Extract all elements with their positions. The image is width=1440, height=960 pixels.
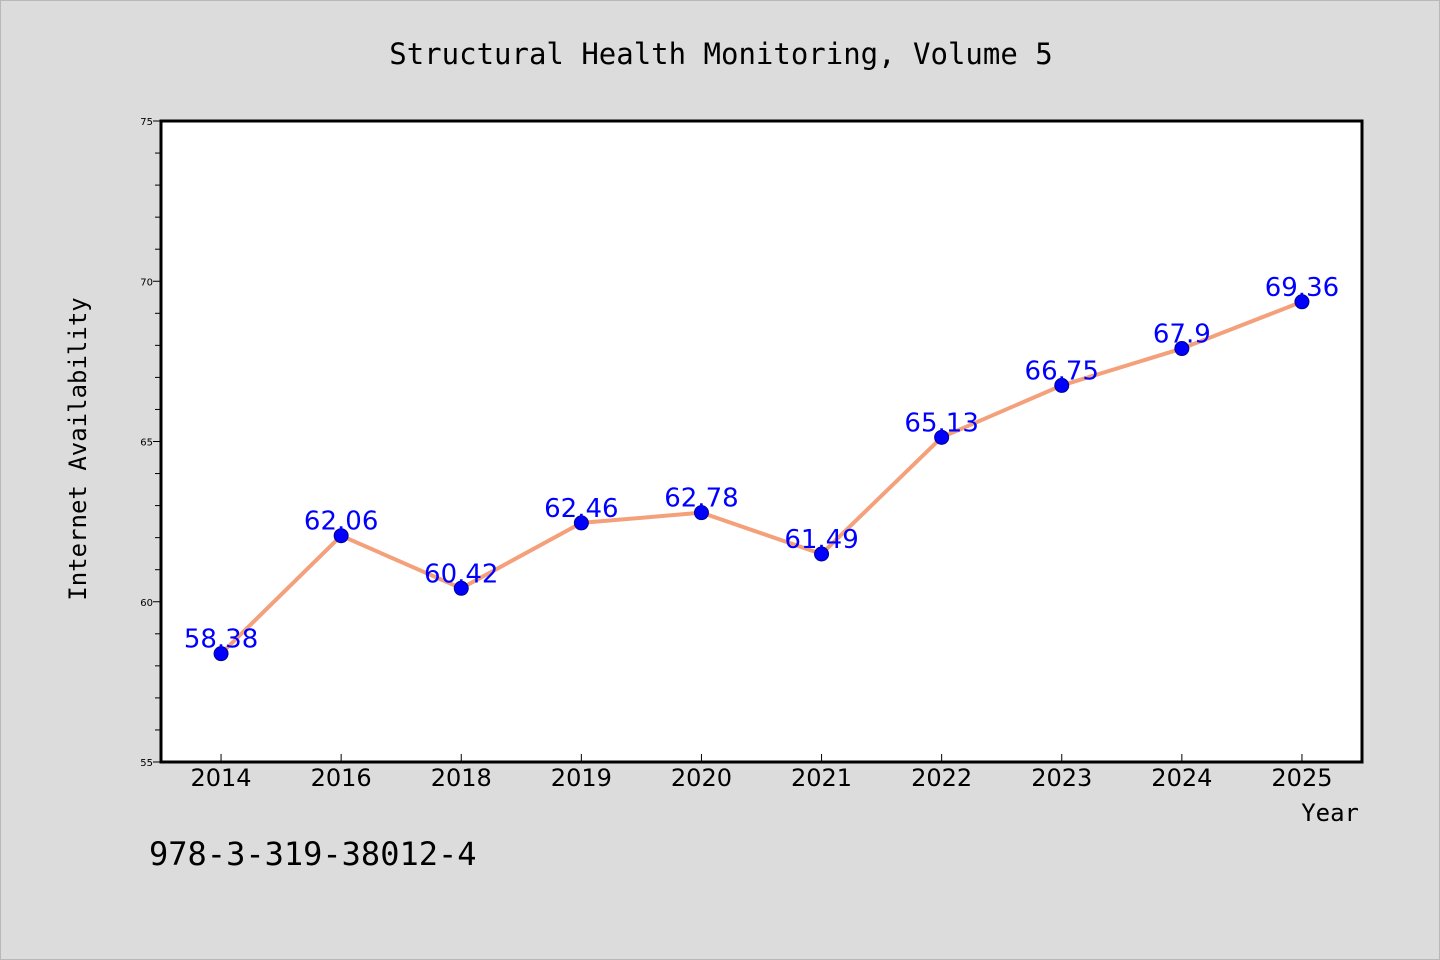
isbn-text: 978-3-319-38012-4	[149, 835, 477, 873]
data-point	[573, 515, 589, 531]
data-point	[213, 646, 229, 662]
chart-title: Structural Health Monitoring, Volume 5	[389, 37, 1052, 71]
x-tick-label: 2023	[1031, 764, 1092, 792]
y-tick-label: 70	[140, 277, 153, 288]
series-markers	[213, 294, 1310, 662]
data-label: 66.75	[1025, 356, 1099, 386]
y-tick-label: 75	[140, 117, 153, 128]
data-label: 60.42	[424, 559, 498, 589]
data-label: 65.13	[904, 408, 978, 438]
data-label: 67.9	[1153, 320, 1211, 350]
x-tick-label: 2016	[311, 764, 372, 792]
x-tick-label: 2022	[911, 764, 972, 792]
x-tick-label: 2014	[191, 764, 252, 792]
x-tick-label: 2020	[671, 764, 732, 792]
data-label: 61.49	[784, 525, 858, 555]
data-point	[333, 528, 349, 544]
data-point	[1174, 341, 1190, 357]
plot-area	[159, 119, 1364, 764]
series-line-group	[219, 299, 1303, 656]
x-axis-label: Year	[1301, 799, 1359, 827]
x-tick-label: 2019	[551, 764, 612, 792]
series-line	[219, 299, 1303, 656]
x-tick-label: 2025	[1271, 764, 1332, 792]
y-tick-label: 60	[140, 598, 153, 609]
data-point	[693, 505, 709, 521]
x-axis: 2014 2016 2018 2019 2020 2021 2022 2023 2024 2025	[191, 754, 1332, 792]
data-point	[453, 580, 469, 596]
data-point	[1054, 377, 1070, 393]
y-tick-label: 65	[140, 438, 153, 449]
data-labels: 58.38 62.06 60.42 62.46 62.78 61.49 65.13 66.75…	[184, 273, 1339, 655]
x-tick-label: 2024	[1151, 764, 1212, 792]
data-label: 58.38	[184, 625, 258, 655]
data-point	[1294, 294, 1310, 310]
x-tick-label: 2018	[431, 764, 492, 792]
data-point	[814, 546, 830, 562]
y-tick-label: 55	[140, 758, 153, 769]
data-label: 69.36	[1265, 273, 1339, 303]
x-tick-label: 2021	[791, 764, 852, 792]
data-label: 62.78	[664, 484, 738, 514]
y-axis-label: Internet Availability	[64, 297, 92, 600]
data-point	[934, 429, 950, 445]
data-label: 62.06	[304, 507, 378, 537]
data-label: 62.46	[544, 494, 618, 524]
y-axis: 55 60 65 70 75	[140, 117, 161, 769]
